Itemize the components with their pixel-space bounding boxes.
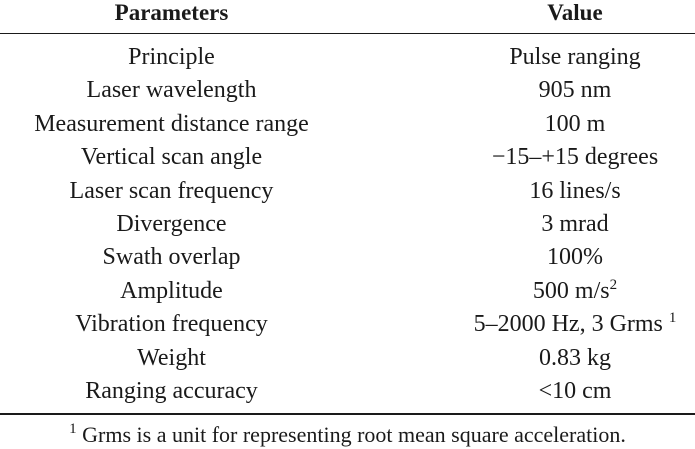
table-footnote: 1 Grms is a unit for representing root m… xyxy=(0,422,695,448)
value-cell: 0.83 kg xyxy=(455,342,695,375)
table-row: Weight 0.83 kg xyxy=(0,342,695,375)
parameter-cell: Amplitude xyxy=(120,277,223,304)
table-row: Vibration frequency 5–2000 Hz, 3 Grms 1 xyxy=(0,308,695,341)
table-row: Principle Pulse ranging xyxy=(0,41,695,74)
table-row: Amplitude 500 m/s2 xyxy=(0,275,695,308)
header-parameters: Parameters xyxy=(114,0,229,25)
value-text: 500 m/s xyxy=(532,277,610,304)
footnote-text: Grms is a unit for representing root mea… xyxy=(76,422,626,447)
parameter-cell: Ranging accuracy xyxy=(85,377,258,404)
table-body: Principle Pulse ranging Laser wavelength… xyxy=(0,41,695,408)
table-row: Measurement distance range 100 m xyxy=(0,108,695,141)
footnote-marker: 1 xyxy=(668,310,677,327)
table-row: Vertical scan angle −15–+15 degrees xyxy=(0,141,695,174)
value-cell: Pulse ranging xyxy=(455,41,695,74)
value-cell: 500 m/s2 xyxy=(455,275,695,308)
value-text: 16 lines/s xyxy=(529,177,621,204)
value-cell: 3 mrad xyxy=(455,208,695,241)
table-row: Swath overlap 100% xyxy=(0,241,695,274)
header-rule xyxy=(0,33,695,34)
value-cell: 100 m xyxy=(455,108,695,141)
value-cell: 100% xyxy=(455,241,695,274)
value-text: 3 mrad xyxy=(541,210,609,237)
header-value: Value xyxy=(547,0,603,25)
table-row: Divergence 3 mrad xyxy=(0,208,695,241)
value-cell: 905 nm xyxy=(455,74,695,107)
value-cell: −15–+15 degrees xyxy=(455,141,695,174)
parameter-cell: Weight xyxy=(137,344,206,371)
parameter-cell: Laser wavelength xyxy=(86,77,257,104)
footnote-marker: 1 xyxy=(69,421,77,437)
parameter-cell: Principle xyxy=(128,44,215,70)
superscript: 2 xyxy=(609,276,618,293)
table-row: Ranging accuracy <10 cm xyxy=(0,375,695,408)
table-header: Parameters Value xyxy=(0,0,695,28)
table-row: Laser wavelength 905 nm xyxy=(0,74,695,107)
value-text: 0.83 kg xyxy=(539,344,611,371)
value-text: 5–2000 Hz, 3 Grms xyxy=(473,311,669,338)
value-text: <10 cm xyxy=(538,377,612,404)
value-text: −15–+15 degrees xyxy=(491,144,659,171)
value-text: 905 nm xyxy=(538,77,612,104)
value-text: Pulse ranging xyxy=(509,44,641,70)
value-cell: 5–2000 Hz, 3 Grms 1 xyxy=(455,308,695,341)
parameter-cell: Laser scan frequency xyxy=(69,177,274,204)
parameter-cell: Vibration frequency xyxy=(75,311,268,338)
parameter-cell: Divergence xyxy=(116,210,227,237)
value-text: 100 m xyxy=(544,110,606,137)
value-cell: <10 cm xyxy=(455,375,695,408)
value-cell: 16 lines/s xyxy=(455,175,695,208)
table-row: Laser scan frequency 16 lines/s xyxy=(0,175,695,208)
bottom-rule xyxy=(0,413,695,415)
parameter-cell: Swath overlap xyxy=(102,244,241,271)
parameter-cell: Measurement distance range xyxy=(34,110,309,137)
value-text: 100% xyxy=(547,244,603,271)
parameter-cell: Vertical scan angle xyxy=(80,144,263,171)
